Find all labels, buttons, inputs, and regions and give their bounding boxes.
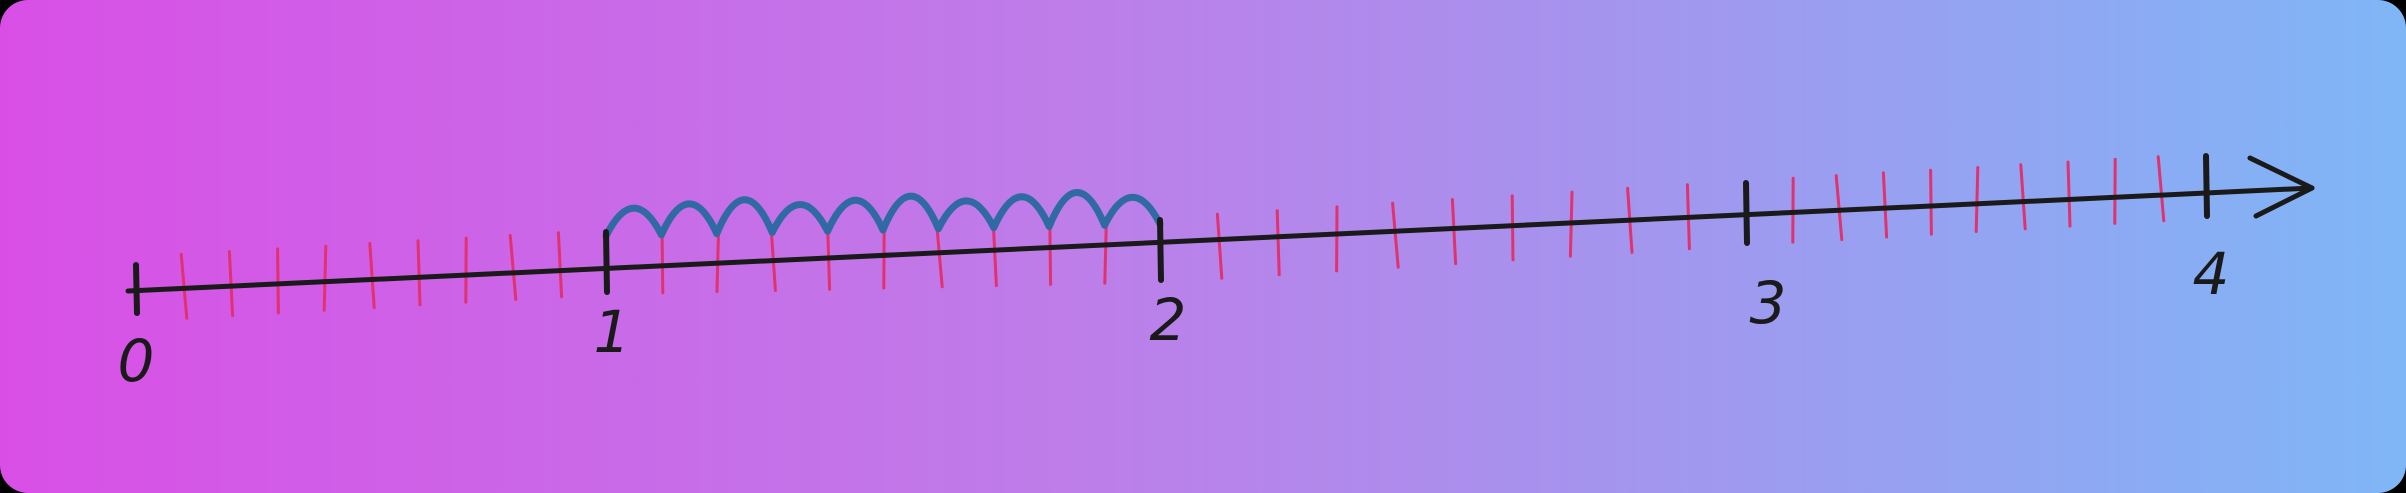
minor-tick bbox=[508, 233, 518, 301]
minor-tick bbox=[322, 244, 328, 312]
minor-tick bbox=[1834, 174, 1844, 242]
minor-tick bbox=[368, 242, 376, 309]
minor-tick bbox=[416, 239, 422, 307]
major-tick bbox=[603, 229, 610, 295]
minor-tick bbox=[2066, 160, 2072, 228]
jump-arc bbox=[1101, 193, 1164, 229]
minor-tick bbox=[2156, 155, 2166, 223]
tick-labels: 0 1 2 3 4 bbox=[118, 240, 2230, 395]
jump-arc bbox=[713, 196, 776, 238]
minor-tick bbox=[1275, 209, 1281, 277]
number-line-axis bbox=[125, 185, 2315, 294]
tick-label: 4 bbox=[2193, 240, 2230, 308]
jump-arc bbox=[824, 196, 887, 235]
minor-tick bbox=[660, 227, 665, 295]
minor-tick bbox=[2019, 163, 2027, 231]
minor-tick bbox=[1929, 168, 1933, 236]
jump-arc bbox=[934, 197, 998, 233]
jump-arc bbox=[1045, 189, 1109, 230]
minor-tick bbox=[1215, 212, 1224, 280]
tick-label: 1 bbox=[594, 298, 631, 366]
jump-arc bbox=[768, 201, 832, 236]
minor-tick bbox=[1103, 217, 1108, 285]
major-ticks bbox=[133, 153, 2210, 316]
minor-tick bbox=[276, 247, 280, 315]
minor-tick bbox=[715, 226, 721, 294]
minor-tick bbox=[1048, 218, 1053, 286]
minor-tick bbox=[991, 220, 998, 288]
jump-arc bbox=[990, 193, 1053, 232]
major-tick bbox=[133, 262, 140, 316]
tick-label: 3 bbox=[1750, 269, 1787, 337]
minor-tick bbox=[1974, 166, 1980, 233]
arrow-head-icon bbox=[2247, 155, 2315, 219]
minor-tick bbox=[1450, 198, 1458, 265]
tick-label: 0 bbox=[118, 327, 155, 395]
minor-tick bbox=[1391, 201, 1400, 269]
minor-tick bbox=[227, 250, 235, 318]
jump-arc bbox=[879, 192, 942, 234]
jump-arc bbox=[657, 200, 721, 239]
minor-tick bbox=[1881, 171, 1889, 239]
major-tick bbox=[2203, 153, 2210, 219]
jump-arc bbox=[602, 204, 665, 240]
minor-tick bbox=[556, 231, 564, 299]
major-tick bbox=[1743, 180, 1750, 246]
tick-label: 2 bbox=[1150, 286, 1187, 354]
major-tick bbox=[1157, 217, 1164, 283]
jump-arcs bbox=[602, 189, 1164, 240]
